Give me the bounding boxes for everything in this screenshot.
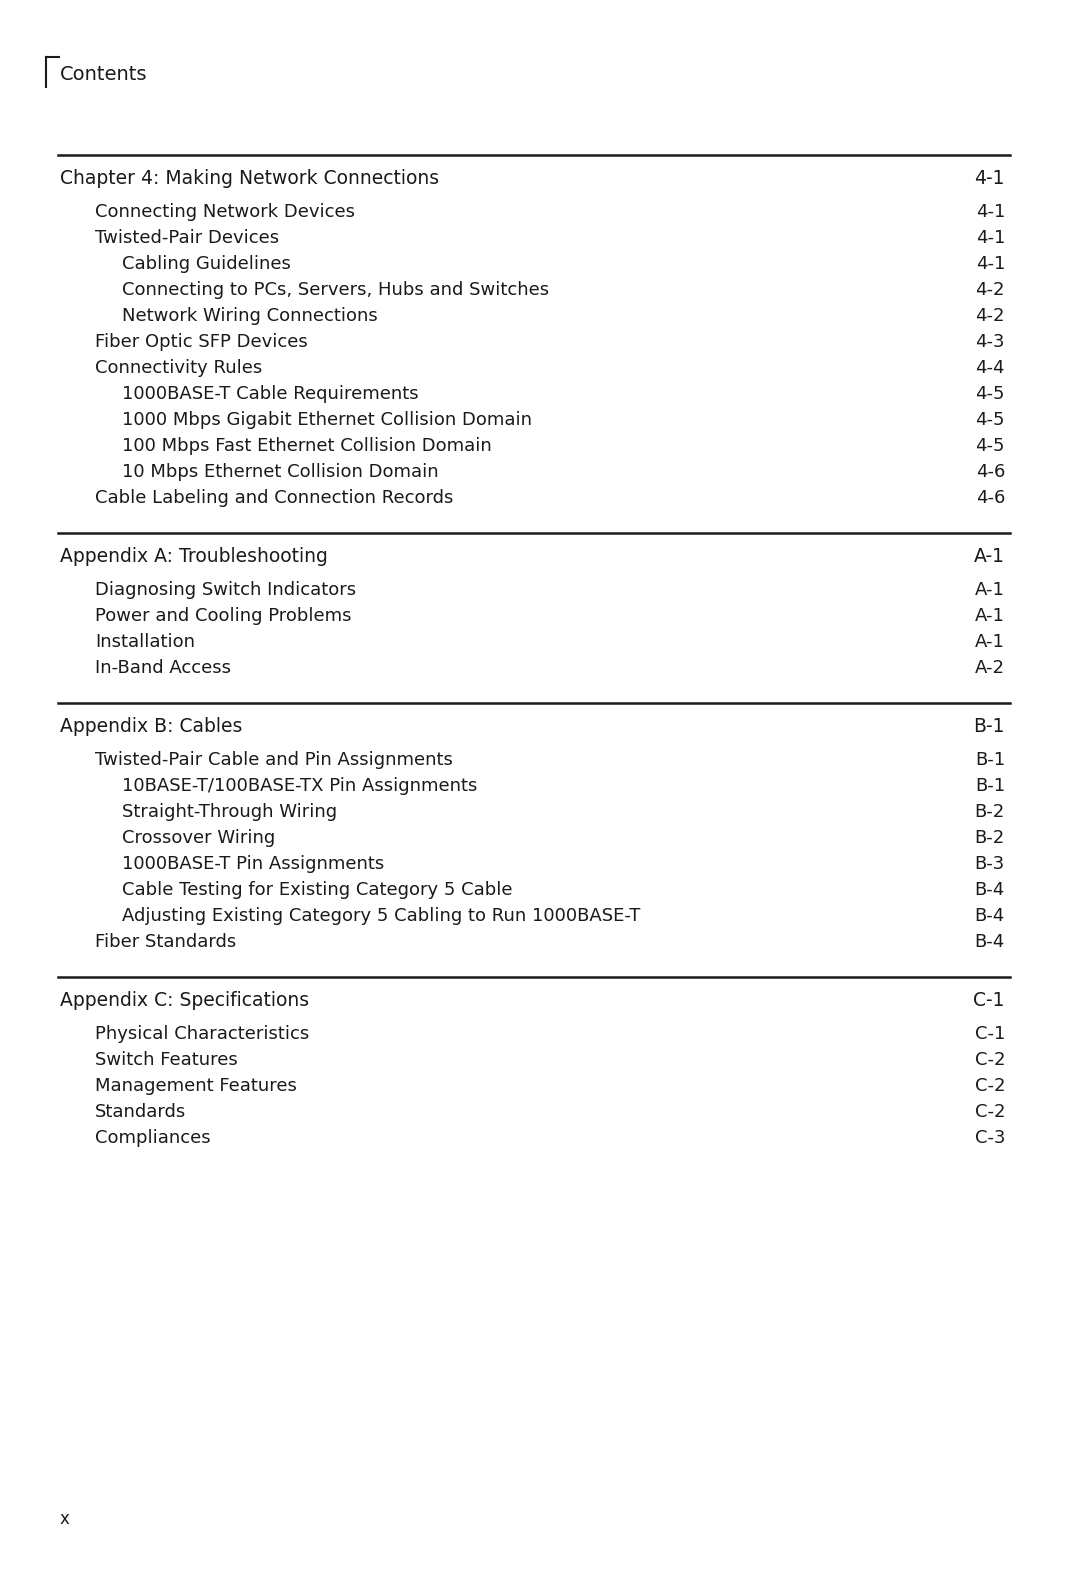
Text: A-2: A-2 <box>975 659 1005 677</box>
Text: Straight-Through Wiring: Straight-Through Wiring <box>122 802 337 821</box>
Text: B-1: B-1 <box>975 750 1005 769</box>
Text: Cable Labeling and Connection Records: Cable Labeling and Connection Records <box>95 488 454 507</box>
Text: Fiber Optic SFP Devices: Fiber Optic SFP Devices <box>95 333 308 352</box>
Text: Cabling Guidelines: Cabling Guidelines <box>122 254 291 273</box>
Text: B-4: B-4 <box>975 933 1005 951</box>
Text: 100 Mbps Fast Ethernet Collision Domain: 100 Mbps Fast Ethernet Collision Domain <box>122 436 491 455</box>
Text: Physical Characteristics: Physical Characteristics <box>95 1025 309 1042</box>
Text: A-1: A-1 <box>974 546 1005 567</box>
Text: 4-3: 4-3 <box>975 333 1005 352</box>
Text: A-1: A-1 <box>975 633 1005 652</box>
Text: In-Band Access: In-Band Access <box>95 659 231 677</box>
Text: Chapter 4: Making Network Connections: Chapter 4: Making Network Connections <box>60 170 440 188</box>
Text: Connecting Network Devices: Connecting Network Devices <box>95 203 355 221</box>
Text: Twisted-Pair Cable and Pin Assignments: Twisted-Pair Cable and Pin Assignments <box>95 750 453 769</box>
Text: B-1: B-1 <box>975 777 1005 794</box>
Text: Power and Cooling Problems: Power and Cooling Problems <box>95 608 351 625</box>
Text: C-1: C-1 <box>973 991 1005 1010</box>
Text: Standards: Standards <box>95 1104 186 1121</box>
Text: 4-5: 4-5 <box>975 436 1005 455</box>
Text: 4-5: 4-5 <box>975 385 1005 403</box>
Text: C-1: C-1 <box>974 1025 1005 1042</box>
Text: B-4: B-4 <box>975 907 1005 925</box>
Text: C-2: C-2 <box>974 1050 1005 1069</box>
Text: 1000 Mbps Gigabit Ethernet Collision Domain: 1000 Mbps Gigabit Ethernet Collision Dom… <box>122 411 532 429</box>
Text: 4-1: 4-1 <box>975 203 1005 221</box>
Text: Appendix B: Cables: Appendix B: Cables <box>60 717 242 736</box>
Text: Connectivity Rules: Connectivity Rules <box>95 360 262 377</box>
Text: Connecting to PCs, Servers, Hubs and Switches: Connecting to PCs, Servers, Hubs and Swi… <box>122 281 549 298</box>
Text: Appendix A: Troubleshooting: Appendix A: Troubleshooting <box>60 546 328 567</box>
Text: C-3: C-3 <box>974 1129 1005 1148</box>
Text: Switch Features: Switch Features <box>95 1050 238 1069</box>
Text: 4-2: 4-2 <box>975 308 1005 325</box>
Text: Cable Testing for Existing Category 5 Cable: Cable Testing for Existing Category 5 Ca… <box>122 881 513 900</box>
Text: C-2: C-2 <box>974 1077 1005 1094</box>
Text: B-2: B-2 <box>975 802 1005 821</box>
Text: 4-4: 4-4 <box>975 360 1005 377</box>
Text: Fiber Standards: Fiber Standards <box>95 933 237 951</box>
Text: B-3: B-3 <box>975 856 1005 873</box>
Text: Diagnosing Switch Indicators: Diagnosing Switch Indicators <box>95 581 356 600</box>
Text: A-1: A-1 <box>975 581 1005 600</box>
Text: Appendix C: Specifications: Appendix C: Specifications <box>60 991 309 1010</box>
Text: Adjusting Existing Category 5 Cabling to Run 1000BASE-T: Adjusting Existing Category 5 Cabling to… <box>122 907 640 925</box>
Text: 1000BASE-T Pin Assignments: 1000BASE-T Pin Assignments <box>122 856 384 873</box>
Text: B-4: B-4 <box>975 881 1005 900</box>
Text: 4-2: 4-2 <box>975 281 1005 298</box>
Text: 4-6: 4-6 <box>975 463 1005 480</box>
Text: Twisted-Pair Devices: Twisted-Pair Devices <box>95 229 279 246</box>
Text: C-2: C-2 <box>974 1104 1005 1121</box>
Text: Compliances: Compliances <box>95 1129 211 1148</box>
Text: 4-6: 4-6 <box>975 488 1005 507</box>
Text: Network Wiring Connections: Network Wiring Connections <box>122 308 378 325</box>
Text: 10 Mbps Ethernet Collision Domain: 10 Mbps Ethernet Collision Domain <box>122 463 438 480</box>
Text: Contents: Contents <box>60 64 148 85</box>
Text: B-2: B-2 <box>975 829 1005 846</box>
Text: Management Features: Management Features <box>95 1077 297 1094</box>
Text: x: x <box>60 1510 70 1528</box>
Text: B-1: B-1 <box>973 717 1005 736</box>
Text: A-1: A-1 <box>975 608 1005 625</box>
Text: 10BASE-T/100BASE-TX Pin Assignments: 10BASE-T/100BASE-TX Pin Assignments <box>122 777 477 794</box>
Text: 4-1: 4-1 <box>975 254 1005 273</box>
Text: Installation: Installation <box>95 633 195 652</box>
Text: 4-1: 4-1 <box>974 170 1005 188</box>
Text: 4-5: 4-5 <box>975 411 1005 429</box>
Text: Crossover Wiring: Crossover Wiring <box>122 829 275 846</box>
Text: 4-1: 4-1 <box>975 229 1005 246</box>
Text: 1000BASE-T Cable Requirements: 1000BASE-T Cable Requirements <box>122 385 419 403</box>
